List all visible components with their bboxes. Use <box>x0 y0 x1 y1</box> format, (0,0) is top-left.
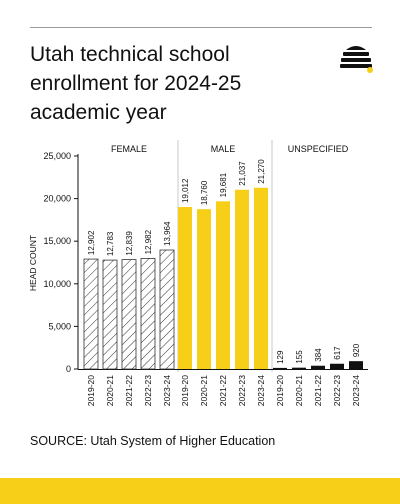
x-tick-label: 2023-24 <box>351 375 361 406</box>
bar-female-2021-22 <box>121 259 137 370</box>
x-tick-label: 2023-24 <box>162 375 172 406</box>
beehive-icon <box>340 46 373 73</box>
x-tick-label: 2021-22 <box>218 375 228 406</box>
y-axis-title: HEAD COUNT <box>28 235 38 291</box>
x-tick-label: 2019-20 <box>275 375 285 406</box>
bar-male-2020-21 <box>197 209 211 369</box>
x-tick-label: 2019-20 <box>86 375 96 406</box>
bar-male-2021-22 <box>216 201 230 369</box>
chart-title: Utah technical school enrollment for 202… <box>30 43 242 124</box>
panel-header-female: FEMALE <box>111 144 147 154</box>
y-tick-label: 20,000 <box>43 194 71 204</box>
data-label: 155 <box>295 350 304 364</box>
bar-female-2023-24 <box>159 249 175 370</box>
x-tick-label: 2023-24 <box>256 375 266 406</box>
bar-female-2019-20 <box>83 258 99 370</box>
y-tick-label: 5,000 <box>48 321 71 331</box>
bar-unspecified-2022-23 <box>330 363 344 369</box>
bar-male-2019-20 <box>178 207 192 369</box>
data-label: 129 <box>276 350 285 364</box>
bar-female-2022-23 <box>140 257 156 370</box>
bar-unspecified-2023-24 <box>349 361 363 369</box>
y-tick-label: 0 <box>66 364 71 374</box>
bar-female-2020-21 <box>102 259 118 370</box>
x-tick-label: 2022-23 <box>143 375 153 406</box>
x-tick-label: 2022-23 <box>332 375 342 406</box>
data-label: 920 <box>352 343 361 357</box>
data-label: 617 <box>333 346 342 360</box>
x-tick-label: 2022-23 <box>237 375 247 406</box>
data-label: 21,037 <box>238 161 247 186</box>
x-tick-label: 2019-20 <box>180 375 190 406</box>
data-label: 18,760 <box>200 180 209 205</box>
data-label: 12,982 <box>144 229 153 254</box>
source-note: SOURCE: Utah System of Higher Education <box>30 434 276 448</box>
top-divider <box>30 27 372 28</box>
data-label: 19,681 <box>219 172 228 197</box>
footer-accent-bar <box>0 478 400 504</box>
bar-male-2023-24 <box>254 187 268 369</box>
data-label: 12,902 <box>87 230 96 255</box>
panel-header-male: MALE <box>211 144 236 154</box>
data-label: 19,012 <box>181 178 190 203</box>
y-tick-label: 10,000 <box>43 279 71 289</box>
data-label: 384 <box>314 348 323 362</box>
x-tick-label: 2020-21 <box>105 375 115 406</box>
panel-header-unspecified: UNSPECIFIED <box>288 144 349 154</box>
bar-unspecified-2019-20 <box>273 367 287 369</box>
logo-dot <box>367 67 373 73</box>
x-tick-label: 2021-22 <box>313 375 323 406</box>
bar-unspecified-2021-22 <box>311 365 325 369</box>
data-label: 13,964 <box>163 221 172 246</box>
bar-chart: 0 5,000 10,000 15,000 20,000 25,000 HEAD COUNT… <box>28 140 368 406</box>
y-tick-label: 25,000 <box>43 151 71 161</box>
x-tick-label: 2021-22 <box>124 375 134 406</box>
bar-male-2022-23 <box>235 189 249 369</box>
x-tick-label: 2020-21 <box>294 375 304 406</box>
data-label: 12,783 <box>106 231 115 256</box>
data-label: 12,839 <box>125 231 134 256</box>
x-tick-label: 2020-21 <box>199 375 209 406</box>
data-label: 21,270 <box>257 159 266 184</box>
y-tick-label: 15,000 <box>43 236 71 246</box>
bar-unspecified-2020-21 <box>292 367 306 369</box>
